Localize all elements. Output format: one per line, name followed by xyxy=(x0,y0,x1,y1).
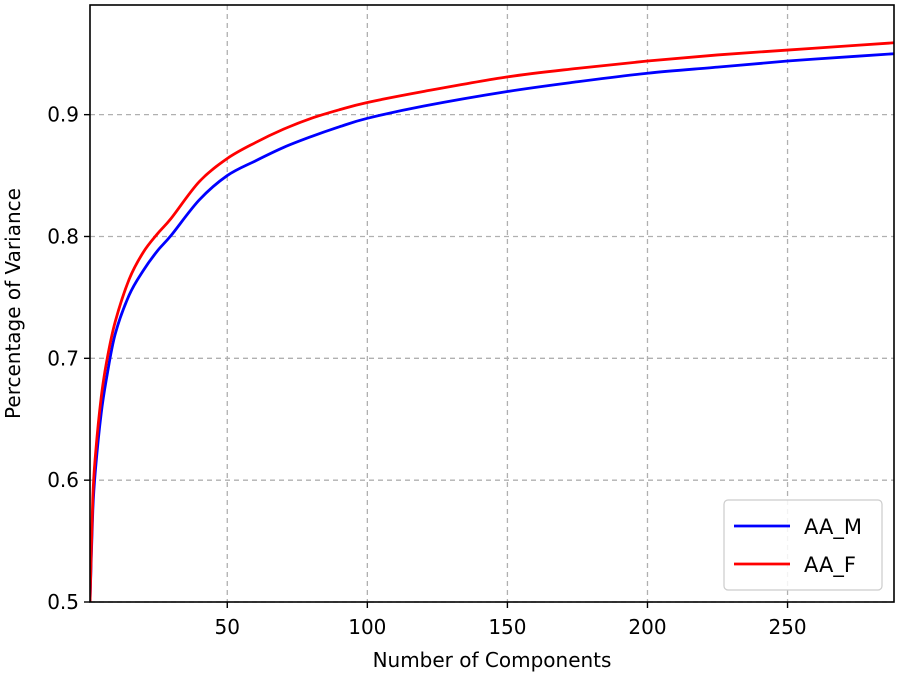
x-tick-label: 250 xyxy=(768,615,806,639)
legend-label-aa-m: AA_M xyxy=(804,515,862,540)
y-tick-label: 0.8 xyxy=(47,224,79,248)
series-line-aa-m xyxy=(90,52,894,602)
grid-lines xyxy=(90,5,894,603)
axis-ticks: 50 100 150 200 250 0.5 0.6 0.7 0.8 0.9 xyxy=(47,103,806,639)
legend-label-aa-f: AA_F xyxy=(804,553,856,578)
series-lines xyxy=(90,41,894,602)
plot-frame xyxy=(89,4,895,603)
y-axis-label: Percentage of Variance xyxy=(1,188,25,419)
x-tick-label: 100 xyxy=(348,615,386,639)
legend: AA_M AA_F xyxy=(723,499,883,591)
y-tick-label: 0.6 xyxy=(47,468,79,492)
x-tick-label: 200 xyxy=(628,615,666,639)
y-tick-label: 0.5 xyxy=(47,590,79,614)
series-line-aa-f xyxy=(90,41,894,602)
y-tick-label: 0.7 xyxy=(47,346,79,370)
x-axis-label: Number of Components xyxy=(373,648,612,672)
y-tick-label: 0.9 xyxy=(47,103,79,127)
x-tick-label: 150 xyxy=(488,615,526,639)
legend-box xyxy=(723,499,883,591)
legend-items: AA_M AA_F xyxy=(734,515,862,578)
x-tick-label: 50 xyxy=(215,615,240,639)
